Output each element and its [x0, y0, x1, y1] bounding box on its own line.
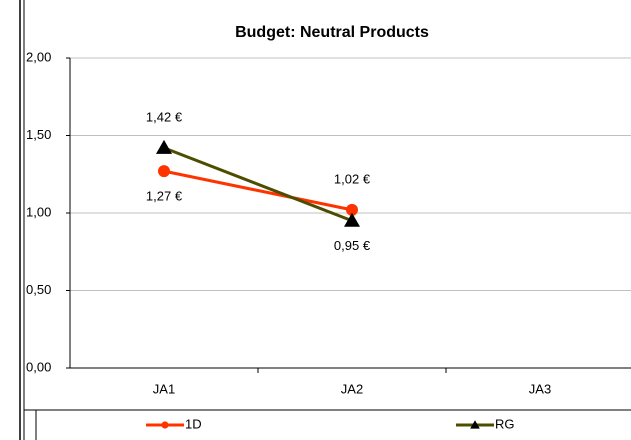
y-tick-label: 0,00	[26, 359, 51, 374]
y-tick-label: 1,00	[26, 204, 51, 219]
series-line	[163, 169, 353, 212]
data-label: 1,42 €	[146, 109, 183, 124]
series-line	[163, 146, 353, 223]
x-tick-label: JA1	[153, 381, 175, 396]
chart-title: Budget: Neutral Products	[235, 24, 429, 41]
y-tick-label: 1,50	[26, 127, 51, 142]
legend-label: 1D	[185, 416, 202, 431]
data-label: 1,27 €	[146, 189, 183, 204]
marker	[344, 212, 360, 227]
x-tick-label: JA2	[341, 381, 363, 396]
marker	[158, 165, 170, 178]
y-tick-label: 0,50	[26, 282, 51, 297]
marker	[346, 203, 358, 216]
x-tick-label: JA3	[529, 381, 551, 396]
marker	[161, 421, 169, 429]
y-tick-label: 2,00	[26, 49, 51, 64]
data-label: 1,02 €	[334, 171, 371, 186]
data-label: 0,95 €	[334, 238, 371, 253]
legend-label: RG	[495, 416, 515, 431]
marker	[156, 139, 172, 154]
marker	[470, 420, 480, 429]
